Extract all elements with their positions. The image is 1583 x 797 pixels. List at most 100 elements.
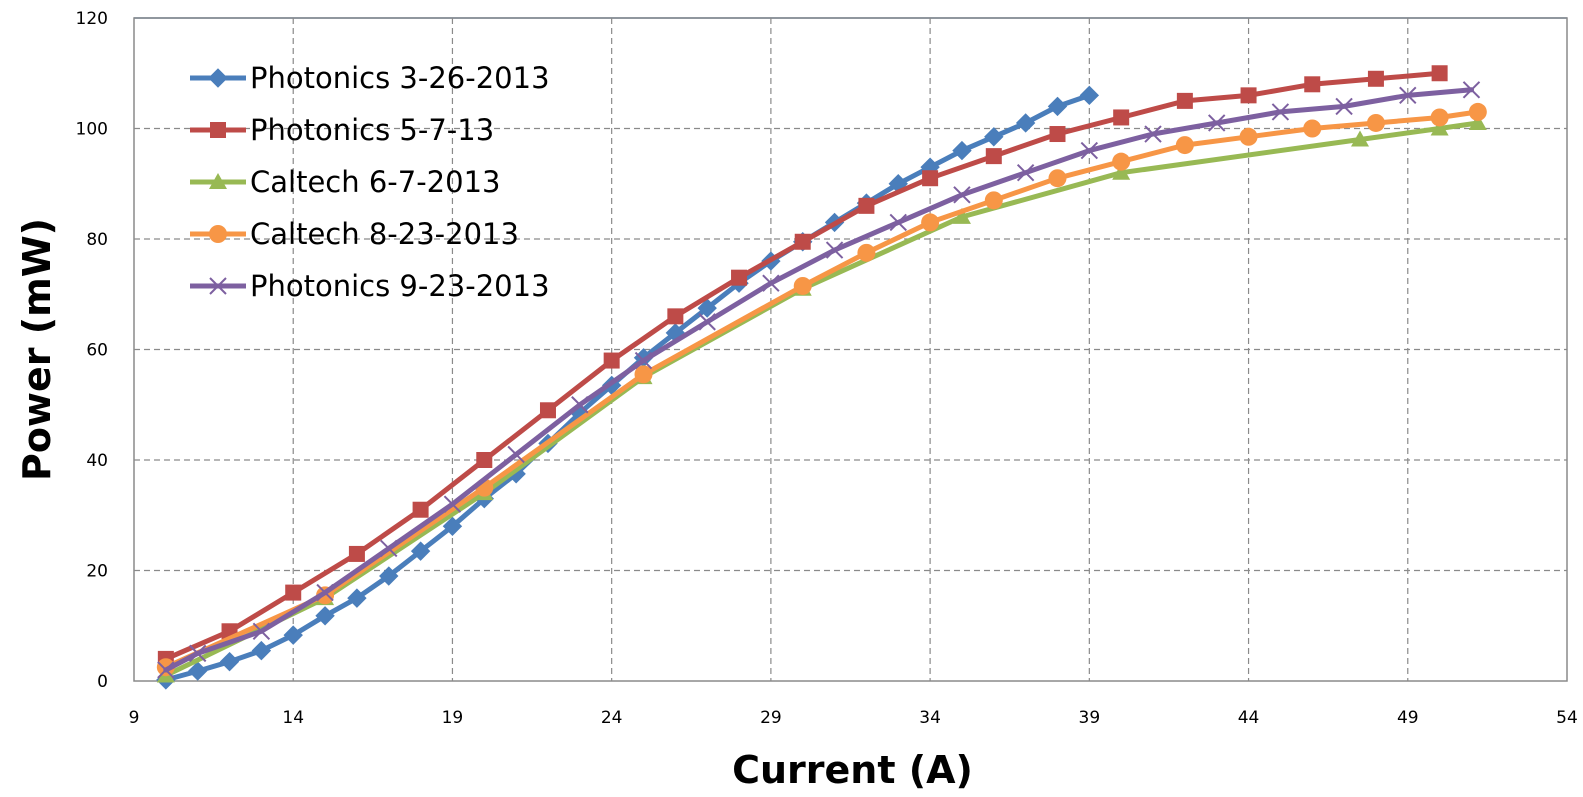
data-point	[210, 122, 226, 138]
data-point	[187, 661, 208, 681]
data-point	[1366, 113, 1385, 132]
data-point	[1079, 85, 1100, 106]
legend-entry: Photonics 9-23-2013	[190, 269, 550, 303]
data-point	[443, 495, 462, 513]
legend-entry: Photonics 5-7-13	[190, 113, 494, 147]
data-point	[858, 197, 875, 214]
legend-label: Photonics 9-23-2013	[250, 269, 550, 303]
data-point	[1113, 109, 1130, 126]
data-point	[1335, 97, 1353, 116]
data-point	[208, 68, 228, 88]
x-tick-label: 29	[760, 708, 782, 728]
data-point	[188, 644, 207, 663]
series-4	[156, 102, 1487, 677]
data-point	[952, 207, 971, 224]
legend-entry: Caltech 8-23-2013	[190, 217, 519, 251]
data-point	[922, 170, 939, 187]
data-point	[1208, 114, 1226, 132]
series-2	[157, 65, 1448, 667]
data-point	[1112, 152, 1131, 171]
series-line	[163, 87, 1474, 673]
series-5	[157, 81, 1481, 679]
legend-label: Photonics 3-26-2013	[250, 61, 550, 95]
x-tick-label: 9	[129, 708, 140, 728]
y-tick-label: 100	[76, 120, 108, 140]
data-point	[697, 298, 717, 318]
y-tick-label: 40	[86, 451, 108, 471]
data-point	[1304, 76, 1321, 93]
data-point	[507, 445, 525, 464]
y-tick-label: 60	[86, 341, 108, 361]
y-tick-label: 0	[97, 672, 108, 692]
x-axis-title: Current (A)	[732, 748, 973, 792]
data-point	[634, 365, 653, 384]
x-tick-label: 14	[282, 708, 304, 728]
x-tick-label: 49	[1397, 708, 1419, 728]
y-tick-label: 20	[86, 562, 108, 582]
data-point	[410, 541, 431, 561]
data-point	[539, 402, 556, 419]
data-point	[315, 606, 335, 626]
data-point	[1048, 169, 1067, 188]
data-point	[603, 352, 620, 369]
data-point	[984, 191, 1003, 210]
data-point	[283, 625, 303, 645]
data-point	[1144, 125, 1162, 143]
data-point	[1351, 130, 1370, 147]
data-point	[571, 396, 589, 414]
data-point	[1271, 103, 1290, 121]
x-tick-label: 19	[442, 708, 464, 728]
data-point	[953, 186, 971, 204]
data-point	[348, 545, 365, 562]
data-point	[984, 127, 1004, 147]
data-point	[667, 308, 684, 325]
data-point	[1080, 141, 1099, 160]
data-point	[209, 277, 227, 295]
data-point	[209, 225, 227, 243]
series-line	[163, 120, 1481, 678]
data-point	[1468, 113, 1487, 130]
axis-ticks: 0 20 40 60 80 100 120 9 14 19 24 29 34 39 44 49 54	[76, 9, 1578, 728]
data-point	[1430, 108, 1449, 127]
data-point	[1399, 86, 1417, 105]
data-point	[380, 539, 398, 558]
data-point	[1049, 126, 1066, 143]
legend-label: Caltech 8-23-2013	[250, 217, 519, 251]
data-point	[762, 274, 780, 292]
data-point	[347, 588, 367, 608]
legend-entry: Caltech 6-7-2013	[190, 165, 500, 199]
data-point	[731, 269, 748, 286]
series-line	[163, 109, 1481, 670]
legend-label: Caltech 6-7-2013	[250, 165, 500, 199]
data-point	[285, 584, 302, 601]
data-point	[252, 622, 271, 640]
data-point	[1176, 92, 1193, 109]
data-point	[1240, 87, 1257, 104]
data-point	[1462, 81, 1481, 99]
data-point	[1239, 127, 1258, 146]
data-point	[379, 566, 399, 586]
x-tick-label: 54	[1556, 708, 1578, 728]
data-point	[1015, 113, 1036, 133]
legend: Photonics 3-26-2013 Photonics 5-7-13 Calte…	[190, 61, 550, 303]
data-point	[793, 276, 812, 295]
y-axis-title: Power (mW)	[15, 218, 59, 481]
data-point	[316, 583, 334, 602]
x-tick-label: 24	[601, 708, 623, 728]
data-point	[1303, 119, 1322, 138]
data-point	[921, 213, 940, 232]
data-point	[1047, 96, 1068, 117]
data-point	[1367, 70, 1384, 87]
data-point	[985, 148, 1002, 165]
data-point	[857, 243, 876, 262]
data-point	[1016, 163, 1035, 182]
data-point	[698, 313, 716, 331]
x-tick-label: 44	[1238, 708, 1260, 728]
data-point	[1112, 163, 1131, 180]
data-point	[219, 651, 240, 672]
data-point	[1431, 65, 1448, 82]
legend-label: Photonics 5-7-13	[250, 113, 494, 147]
data-point	[952, 140, 972, 161]
data-point	[1175, 136, 1194, 155]
